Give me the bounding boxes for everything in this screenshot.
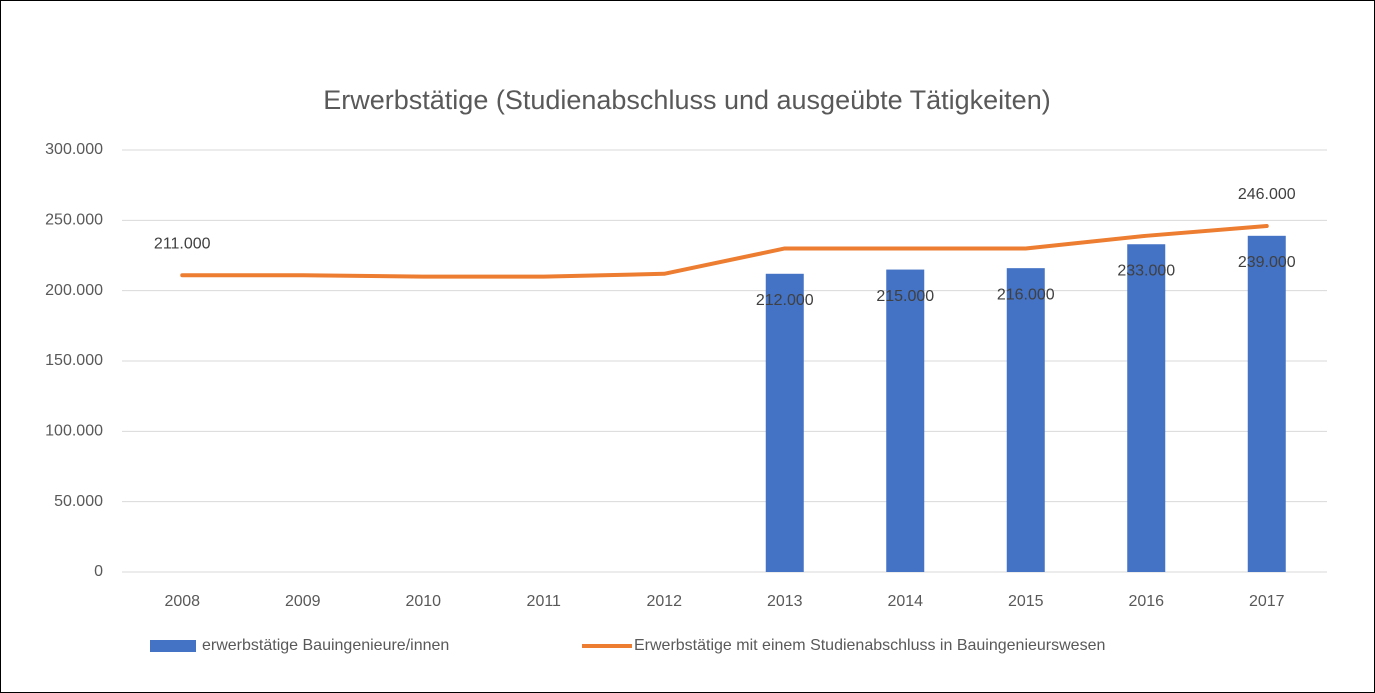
data-label: 212.000 (756, 292, 814, 309)
bar (1006, 268, 1045, 572)
bar (886, 269, 925, 572)
y-tick-label: 300.000 (45, 141, 103, 158)
y-tick-label: 250.000 (45, 212, 103, 229)
line (180, 223, 1269, 279)
data-label: 246.000 (1238, 186, 1296, 203)
x-tick-label: 2017 (1249, 593, 1285, 610)
y-tick-label: 50.000 (54, 493, 103, 510)
data-label: 216.000 (997, 286, 1055, 303)
data-label: 239.000 (1238, 254, 1296, 271)
bar (1247, 235, 1286, 572)
y-tick-label: 200.000 (45, 282, 103, 299)
y-tick-label: 100.000 (45, 423, 103, 440)
x-tick-label: 2012 (646, 593, 682, 610)
x-tick-label: 2013 (767, 593, 803, 610)
x-tick-label: 2015 (1008, 593, 1044, 610)
chart-title: Erwerbstätige (Studienabschluss und ausg… (323, 85, 1050, 115)
x-tick-label: 2016 (1128, 593, 1164, 610)
y-tick-label: 0 (94, 563, 103, 580)
x-tick-label: 2009 (285, 593, 321, 610)
y-tick-label: 150.000 (45, 352, 103, 369)
data-label: 233.000 (1117, 262, 1175, 279)
legend-label: Erwerbstätige mit einem Studienabschluss… (634, 637, 1105, 654)
legend-swatch (150, 640, 196, 652)
x-tick-label: 2014 (887, 593, 923, 610)
legend-label: erwerbstätige Bauingenieure/innen (202, 637, 449, 654)
data-label: 215.000 (876, 288, 934, 305)
x-tick-label: 2010 (405, 593, 441, 610)
bar (765, 273, 804, 572)
x-tick-label: 2011 (527, 593, 562, 610)
bar (1127, 244, 1166, 572)
x-tick-label: 2008 (164, 593, 200, 610)
data-label: 211.000 (154, 235, 211, 252)
